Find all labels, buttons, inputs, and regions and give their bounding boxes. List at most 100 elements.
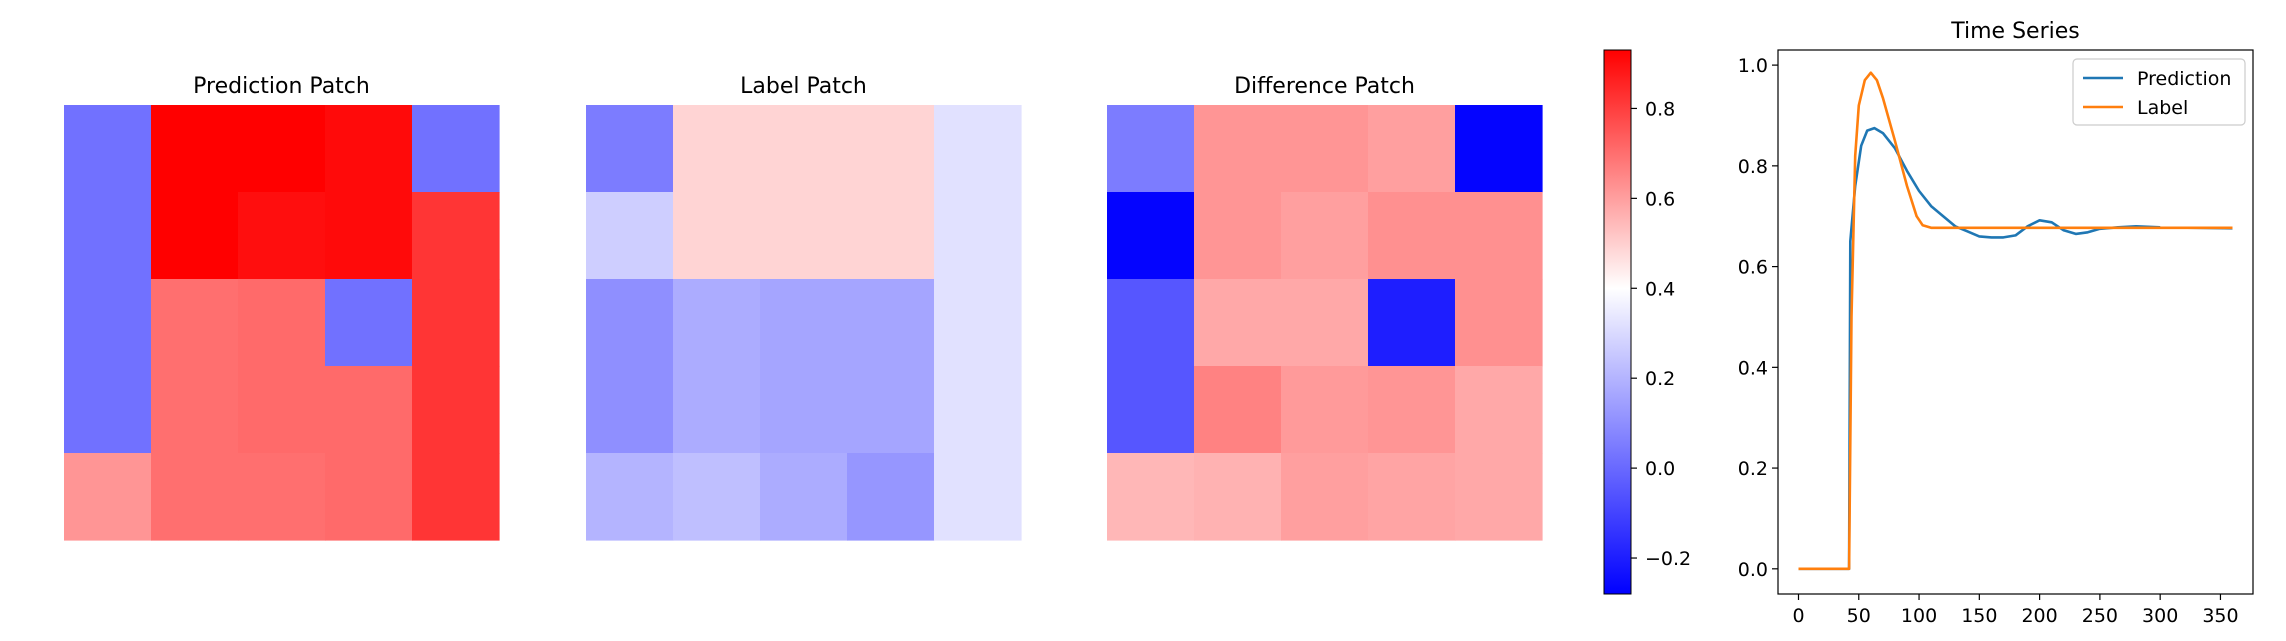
x-tick-label: 250 (2082, 605, 2118, 627)
heatmap-cell (151, 192, 239, 280)
heatmap-cell (238, 279, 326, 367)
heatmap-cell (673, 453, 761, 541)
y-tick-label: 0.0 (1738, 559, 1768, 581)
colorbar-tick-label: −0.2 (1645, 548, 1691, 570)
heatmap-cell (934, 366, 1022, 454)
heatmap-cell (1107, 105, 1195, 193)
heatmap-cell (1281, 453, 1369, 541)
heatmap-cell (64, 366, 152, 454)
heatmap-cell (1107, 366, 1195, 454)
heatmap-cell (1455, 279, 1543, 367)
y-tick-label: 0.2 (1738, 458, 1768, 480)
heatmap-cell (586, 366, 674, 454)
heatmap-cell (1107, 453, 1195, 541)
heatmap-cell (1368, 366, 1456, 454)
heatmap-cell (1281, 279, 1369, 367)
x-tick-label: 100 (1901, 605, 1937, 627)
heatmap-cell (760, 192, 848, 280)
heatmap-panel-3: Difference Patch (1107, 74, 1543, 541)
heatmap-cell (586, 453, 674, 541)
heatmap-cell (238, 453, 326, 541)
heatmap-cell (64, 279, 152, 367)
heatmap-cell (760, 453, 848, 541)
heatmap-cell (64, 453, 152, 541)
heatmap-cell (847, 453, 935, 541)
heatmap-cell (760, 279, 848, 367)
x-tick-label: 300 (2142, 605, 2178, 627)
heatmap-cell (412, 192, 500, 280)
legend-box (2072, 58, 2246, 126)
heatmap-cell (1194, 105, 1282, 193)
heatmap-cell (1281, 105, 1369, 193)
legend-label: Label (2137, 97, 2188, 119)
heatmap-cell (412, 366, 500, 454)
heatmap-cell (1368, 105, 1456, 193)
x-tick-label: 0 (1792, 605, 1804, 627)
heatmap-cell (1107, 192, 1195, 280)
heatmap-panel-2: Label Patch (586, 74, 1022, 541)
heatmap-cell (238, 192, 326, 280)
heatmap-cell (847, 366, 935, 454)
panel-title: Difference Patch (1234, 74, 1415, 99)
time-series-plot: 0 50 100 150 200 250 300 350 0.0 0.2 0.4 0.6 0.8 1.0 T… (1738, 19, 2254, 627)
colorbar: −0.2 0.0 0.2 0.4 0.6 0.8 (1603, 49, 1691, 595)
heatmap-cell (586, 192, 674, 280)
heatmap-cell (934, 453, 1022, 541)
heatmap-cell (412, 453, 500, 541)
colorbar-tick-label: 0.0 (1645, 458, 1675, 480)
heatmap-cell (1455, 366, 1543, 454)
heatmap-cell (934, 279, 1022, 367)
x-tick-label: 150 (1961, 605, 1997, 627)
heatmap-cell (1455, 453, 1543, 541)
heatmap-cell (1281, 192, 1369, 280)
colorbar-tick-label: 0.8 (1645, 98, 1675, 120)
series-line-prediction (1798, 126, 2233, 571)
heatmap-cell (673, 105, 761, 193)
heatmap-cell (1194, 192, 1282, 280)
y-tick-label: 1.0 (1738, 55, 1768, 77)
plot-frame (1777, 49, 2254, 595)
heatmap-cell (760, 366, 848, 454)
legend-label: Prediction (2137, 68, 2231, 90)
heatmap-cell (325, 453, 413, 541)
heatmap-cell (64, 105, 152, 193)
heatmap-cell (673, 279, 761, 367)
colorbar-tick-label: 0.2 (1645, 368, 1675, 390)
heatmap-cell (412, 279, 500, 367)
heatmap-cell (1368, 192, 1456, 280)
heatmap-cell (325, 192, 413, 280)
heatmap-cell (1281, 366, 1369, 454)
legend: Prediction Label (2072, 58, 2246, 126)
colorbar-tick-label: 0.6 (1645, 188, 1675, 210)
heatmap-cell (934, 105, 1022, 193)
heatmap-cell (238, 105, 326, 193)
y-tick-label: 0.6 (1738, 257, 1768, 279)
panel-title: Label Patch (740, 74, 867, 99)
plot-title: Time Series (1950, 19, 2080, 44)
heatmap-cell (673, 366, 761, 454)
heatmap-cell (1194, 279, 1282, 367)
heatmap-cell (934, 192, 1022, 280)
heatmap-cell (151, 366, 239, 454)
heatmap-cell (64, 192, 152, 280)
heatmap-cell (325, 279, 413, 367)
heatmap-cell (847, 105, 935, 193)
heatmap-cell (760, 105, 848, 193)
colorbar-tick-label: 0.4 (1645, 278, 1675, 300)
x-tick-label: 200 (2021, 605, 2057, 627)
heatmap-cell (151, 105, 239, 193)
heatmap-cell (1455, 192, 1543, 280)
panel-title: Prediction Patch (193, 74, 370, 99)
heatmap-cell (412, 105, 500, 193)
heatmap-cell (1368, 279, 1456, 367)
heatmap-cell (325, 366, 413, 454)
heatmap-cell (1194, 453, 1282, 541)
heatmap-cell (1107, 279, 1195, 367)
heatmap-cell (586, 105, 674, 193)
heatmap-cell (1368, 453, 1456, 541)
heatmap-cell (238, 366, 326, 454)
heatmap-cell (847, 192, 935, 280)
heatmap-cell (325, 105, 413, 193)
x-tick-label: 50 (1847, 605, 1871, 627)
